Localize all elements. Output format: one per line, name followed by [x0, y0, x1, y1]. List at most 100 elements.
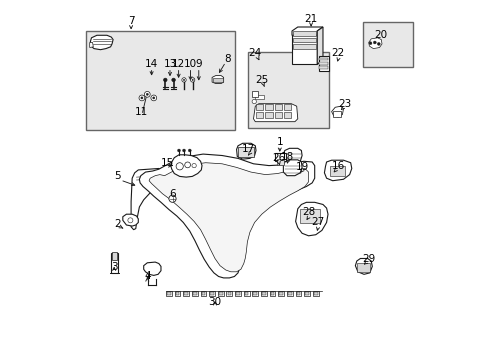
Circle shape: [182, 149, 185, 152]
Polygon shape: [355, 258, 371, 274]
Bar: [219, 292, 222, 295]
Bar: [213, 78, 222, 82]
Text: 27: 27: [311, 217, 324, 228]
Circle shape: [151, 95, 156, 101]
Bar: [270, 292, 274, 295]
Polygon shape: [122, 214, 138, 226]
Bar: [238, 147, 253, 157]
Polygon shape: [295, 202, 327, 236]
Bar: [193, 292, 196, 295]
Circle shape: [251, 99, 256, 104]
Text: 13: 13: [163, 59, 176, 69]
Bar: [256, 104, 263, 110]
Circle shape: [168, 195, 176, 202]
Bar: [262, 292, 265, 295]
Circle shape: [192, 79, 193, 81]
Polygon shape: [331, 106, 343, 117]
Circle shape: [171, 78, 175, 82]
Bar: [278, 291, 284, 296]
Polygon shape: [324, 160, 351, 181]
Circle shape: [144, 91, 150, 97]
Circle shape: [188, 149, 191, 152]
Bar: [167, 292, 170, 295]
Bar: [244, 292, 248, 295]
Text: 7: 7: [127, 16, 134, 26]
Bar: [313, 292, 317, 295]
Text: 23: 23: [337, 99, 350, 109]
Bar: [209, 291, 215, 296]
Text: 21: 21: [304, 14, 317, 24]
Bar: [276, 159, 284, 165]
Bar: [356, 263, 369, 272]
Bar: [110, 253, 118, 273]
Bar: [183, 291, 189, 296]
Bar: [332, 111, 340, 117]
Bar: [111, 252, 117, 260]
Circle shape: [183, 79, 184, 81]
Circle shape: [176, 163, 183, 170]
Text: 29: 29: [361, 254, 375, 264]
Bar: [291, 31, 317, 64]
Bar: [184, 292, 187, 295]
Bar: [304, 291, 309, 296]
Bar: [286, 291, 292, 296]
Bar: [244, 291, 249, 296]
Text: 16: 16: [331, 161, 344, 171]
Text: 4: 4: [143, 271, 150, 282]
Circle shape: [177, 149, 180, 152]
Polygon shape: [143, 262, 161, 275]
Text: 20: 20: [374, 30, 387, 40]
Bar: [265, 104, 272, 110]
Text: 15: 15: [160, 158, 173, 168]
Text: 26: 26: [271, 153, 285, 163]
Bar: [166, 291, 171, 296]
Circle shape: [182, 78, 186, 82]
Text: 14: 14: [145, 59, 158, 69]
Circle shape: [146, 93, 148, 95]
Circle shape: [139, 95, 144, 101]
Bar: [253, 292, 257, 295]
Bar: [275, 153, 285, 161]
Bar: [287, 292, 291, 295]
Bar: [247, 52, 328, 128]
Polygon shape: [90, 35, 113, 50]
Circle shape: [373, 41, 375, 44]
Bar: [235, 291, 241, 296]
Bar: [86, 31, 235, 130]
Text: 8: 8: [224, 54, 230, 64]
Circle shape: [141, 97, 142, 99]
Bar: [192, 291, 197, 296]
Polygon shape: [291, 27, 322, 35]
Bar: [319, 66, 327, 69]
Text: 30: 30: [208, 297, 221, 307]
Bar: [227, 292, 231, 295]
Polygon shape: [212, 76, 223, 84]
Text: 25: 25: [255, 75, 268, 85]
Polygon shape: [149, 163, 308, 272]
Text: 24: 24: [248, 48, 262, 58]
Bar: [236, 292, 239, 295]
Polygon shape: [131, 168, 164, 230]
Text: 1: 1: [276, 137, 283, 147]
Bar: [296, 292, 300, 295]
Bar: [218, 291, 223, 296]
Circle shape: [377, 42, 380, 45]
Polygon shape: [253, 104, 297, 122]
Bar: [292, 31, 316, 36]
Bar: [362, 22, 412, 67]
Bar: [319, 62, 327, 65]
Bar: [274, 104, 282, 110]
Text: 22: 22: [331, 48, 344, 58]
Text: 5: 5: [114, 171, 121, 181]
Bar: [300, 209, 320, 223]
Bar: [261, 291, 266, 296]
Bar: [284, 104, 291, 110]
Polygon shape: [236, 143, 256, 159]
Bar: [226, 291, 232, 296]
Text: 2: 2: [114, 219, 121, 229]
Text: 9: 9: [195, 59, 202, 69]
Bar: [319, 58, 327, 60]
Polygon shape: [170, 155, 202, 177]
Circle shape: [190, 78, 194, 82]
Bar: [265, 112, 272, 118]
